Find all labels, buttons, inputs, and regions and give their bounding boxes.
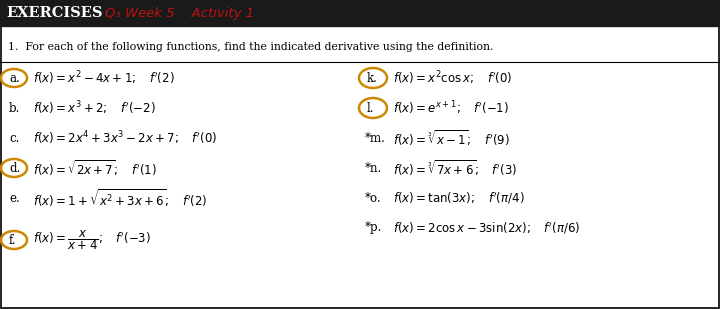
Text: $f(x) = \sqrt[3]{x-1}; \quad f'(9)$: $f(x) = \sqrt[3]{x-1}; \quad f'(9)$ [393,128,510,148]
Text: $f(x) = x^3 + 2; \quad f'(-2)$: $f(x) = x^3 + 2; \quad f'(-2)$ [33,99,156,117]
Text: c.: c. [9,132,19,145]
Text: *p.: *p. [365,222,382,235]
Text: $f(x) = x^2\cos x; \quad f'(0)$: $f(x) = x^2\cos x; \quad f'(0)$ [393,69,513,87]
Text: k.: k. [367,71,378,84]
Text: *o.: *o. [365,192,382,205]
Text: $f(x) = \sqrt[3]{7x+6}; \quad f'(3)$: $f(x) = \sqrt[3]{7x+6}; \quad f'(3)$ [393,158,517,178]
Text: $f(x) = 2\cos x - 3\sin(2x); \quad f'(\pi/6)$: $f(x) = 2\cos x - 3\sin(2x); \quad f'(\p… [393,220,580,236]
Text: $f(x) = \tan(3x); \quad f'(\pi/4)$: $f(x) = \tan(3x); \quad f'(\pi/4)$ [393,190,525,206]
Text: d.: d. [9,162,20,175]
Text: Q₃ Week 5    Activity 1: Q₃ Week 5 Activity 1 [105,7,254,20]
Text: *n.: *n. [365,162,382,175]
Text: f.: f. [9,234,17,247]
Text: 1.  For each of the following functions, find the indicated derivative using the: 1. For each of the following functions, … [8,42,493,52]
Text: $f(x) = 2x^4 + 3x^3 - 2x + 7; \quad f'(0)$: $f(x) = 2x^4 + 3x^3 - 2x + 7; \quad f'(0… [33,129,217,147]
Text: b.: b. [9,101,20,115]
Text: a.: a. [9,71,19,84]
Text: EXERCISES: EXERCISES [6,6,102,20]
Text: $f(x) = e^{x+1}; \quad f'(-1)$: $f(x) = e^{x+1}; \quad f'(-1)$ [393,99,509,117]
Bar [0,0,720,26]
Text: $f(x) = x^2 - 4x + 1; \quad f'(2)$: $f(x) = x^2 - 4x + 1; \quad f'(2)$ [33,69,175,87]
Text: *m.: *m. [365,132,386,145]
Text: $f(x) = \sqrt{2x+7}; \quad f'(1)$: $f(x) = \sqrt{2x+7}; \quad f'(1)$ [33,158,157,178]
Text: $f(x) = 1 + \sqrt{x^2+3x+6}; \quad f'(2)$: $f(x) = 1 + \sqrt{x^2+3x+6}; \quad f'(2)… [33,187,207,209]
Text: $f(x) = \dfrac{x}{x+4}; \quad f'(-3)$: $f(x) = \dfrac{x}{x+4}; \quad f'(-3)$ [33,228,151,252]
Text: l.: l. [367,101,374,115]
Text: e.: e. [9,192,19,205]
